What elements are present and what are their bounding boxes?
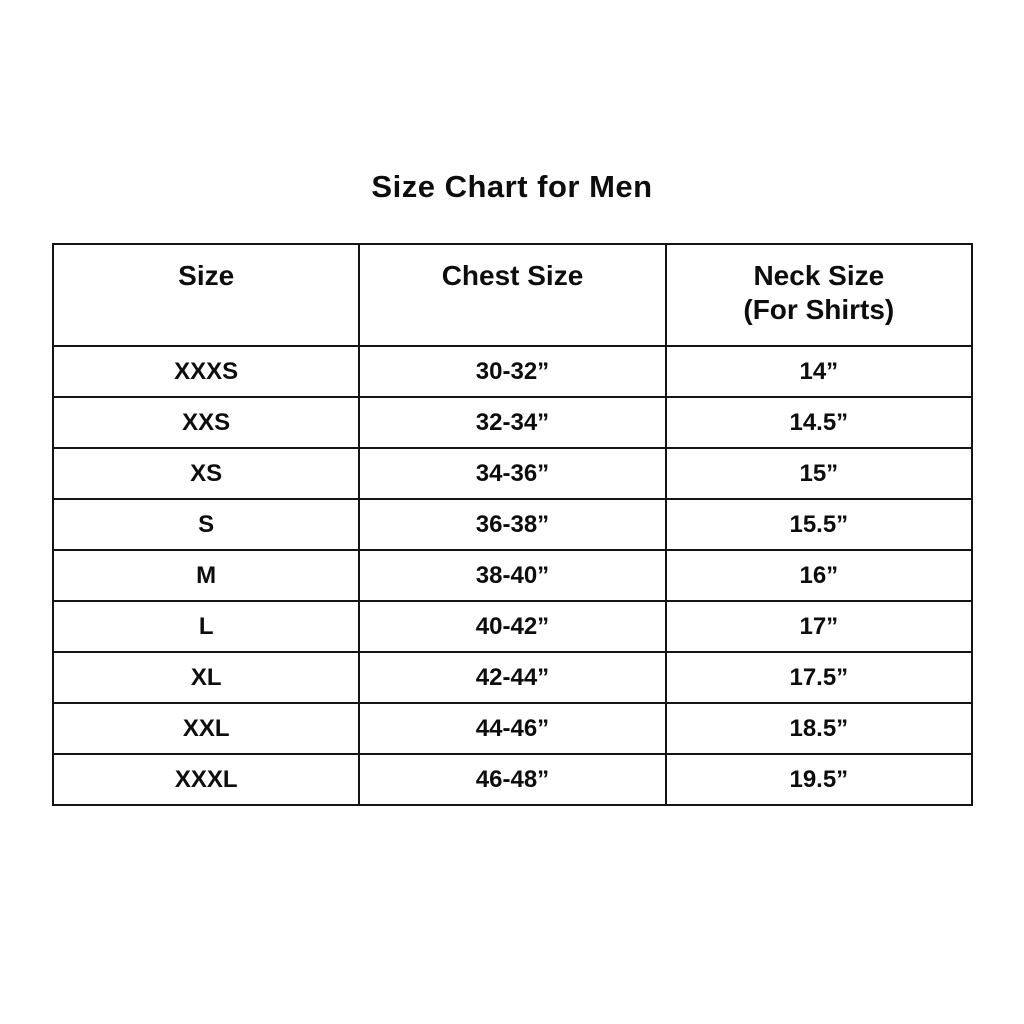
header-cell-chest: Chest Size — [358, 243, 667, 347]
cell-neck: 14.5” — [664, 396, 974, 449]
cell-neck: 16” — [664, 549, 974, 602]
cell-neck: 17” — [664, 600, 974, 653]
cell-neck: 17.5” — [664, 651, 974, 704]
cell-size: XXXS — [51, 345, 361, 398]
cell-neck: 15” — [664, 447, 974, 500]
header-chest-label: Chest Size — [441, 260, 584, 291]
cell-size: XXS — [51, 396, 361, 449]
table-row: XXXS 30-32” 14” — [51, 345, 974, 398]
cell-neck: 18.5” — [664, 702, 974, 755]
cell-size: XS — [51, 447, 361, 500]
header-neck-label: Neck Size — [753, 260, 885, 291]
header-row: Size Chest Size Neck Size (For Shirts) — [51, 243, 974, 347]
table-row: XXS 32-34” 14.5” — [51, 396, 974, 449]
cell-chest: 36-38” — [358, 498, 667, 551]
cell-chest: 44-46” — [358, 702, 667, 755]
page-title: Size Chart for Men — [371, 169, 653, 204]
cell-chest: 32-34” — [358, 396, 667, 449]
cell-neck: 15.5” — [664, 498, 974, 551]
table-row: L 40-42” 17” — [51, 600, 974, 653]
cell-size: L — [51, 600, 361, 653]
table-row: M 38-40” 16” — [51, 549, 974, 602]
header-cell-size: Size — [51, 243, 361, 347]
cell-chest: 42-44” — [358, 651, 667, 704]
cell-size: M — [51, 549, 361, 602]
cell-chest: 38-40” — [358, 549, 667, 602]
table-row: XXL 44-46” 18.5” — [51, 702, 974, 755]
cell-size: XXL — [51, 702, 361, 755]
table-row: XL 42-44” 17.5” — [51, 651, 974, 704]
cell-chest: 46-48” — [358, 753, 667, 806]
cell-chest: 30-32” — [358, 345, 667, 398]
size-chart-table: Size Chest Size Neck Size (For Shirts) X… — [51, 243, 974, 806]
cell-size: XL — [51, 651, 361, 704]
header-size-label: Size — [178, 260, 235, 291]
cell-neck: 19.5” — [664, 753, 974, 806]
header-cell-neck: Neck Size (For Shirts) — [664, 243, 974, 347]
cell-chest: 34-36” — [358, 447, 667, 500]
table-row: S 36-38” 15.5” — [51, 498, 974, 551]
cell-chest: 40-42” — [358, 600, 667, 653]
header-neck-sublabel: (For Shirts) — [743, 294, 895, 325]
table-row: XS 34-36” 15” — [51, 447, 974, 500]
table-header: Size Chest Size Neck Size (For Shirts) — [51, 243, 974, 347]
cell-neck: 14” — [664, 345, 974, 398]
table-row: XXXL 46-48” 19.5” — [51, 753, 974, 806]
table-body: XXXS 30-32” 14” XXS 32-34” 14.5” XS 34-3… — [51, 345, 974, 806]
cell-size: XXXL — [51, 753, 361, 806]
cell-size: S — [51, 498, 361, 551]
